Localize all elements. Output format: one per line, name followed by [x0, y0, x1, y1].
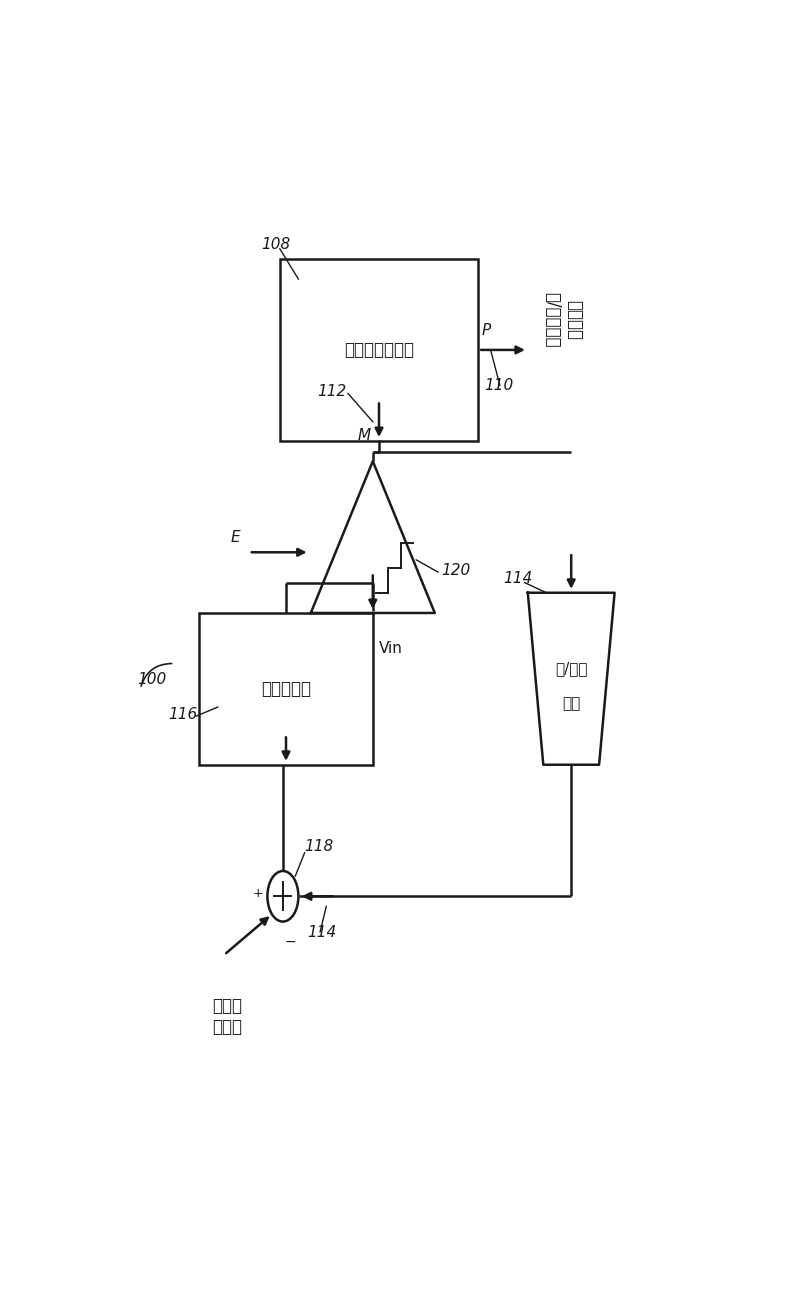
Text: 114: 114	[308, 925, 337, 940]
Text: 110: 110	[485, 378, 514, 393]
Text: Vin: Vin	[379, 641, 403, 657]
Text: 换器: 换器	[562, 696, 580, 712]
Text: 模/数转换器: 模/数转换器	[543, 292, 562, 347]
Text: 116: 116	[168, 707, 198, 723]
Text: 数/模转: 数/模转	[555, 661, 587, 677]
Text: 模拟输
入信号: 模拟输 入信号	[212, 997, 242, 1037]
Bar	[199, 612, 373, 765]
Text: 108: 108	[262, 237, 290, 252]
Text: 112: 112	[317, 385, 346, 399]
Text: M: M	[358, 428, 370, 443]
Text: P: P	[482, 323, 490, 338]
Bar	[280, 259, 478, 442]
Text: 数字抽取滤波器: 数字抽取滤波器	[344, 340, 414, 359]
Text: −: −	[285, 934, 297, 949]
Text: 120: 120	[441, 562, 470, 578]
Text: 输出代码: 输出代码	[566, 300, 583, 339]
Text: 114: 114	[503, 570, 532, 586]
Text: E: E	[230, 530, 240, 545]
Text: 环路滤波器: 环路滤波器	[261, 679, 311, 698]
Text: 100: 100	[138, 671, 166, 687]
Text: 118: 118	[305, 838, 334, 854]
Text: +: +	[253, 887, 263, 900]
